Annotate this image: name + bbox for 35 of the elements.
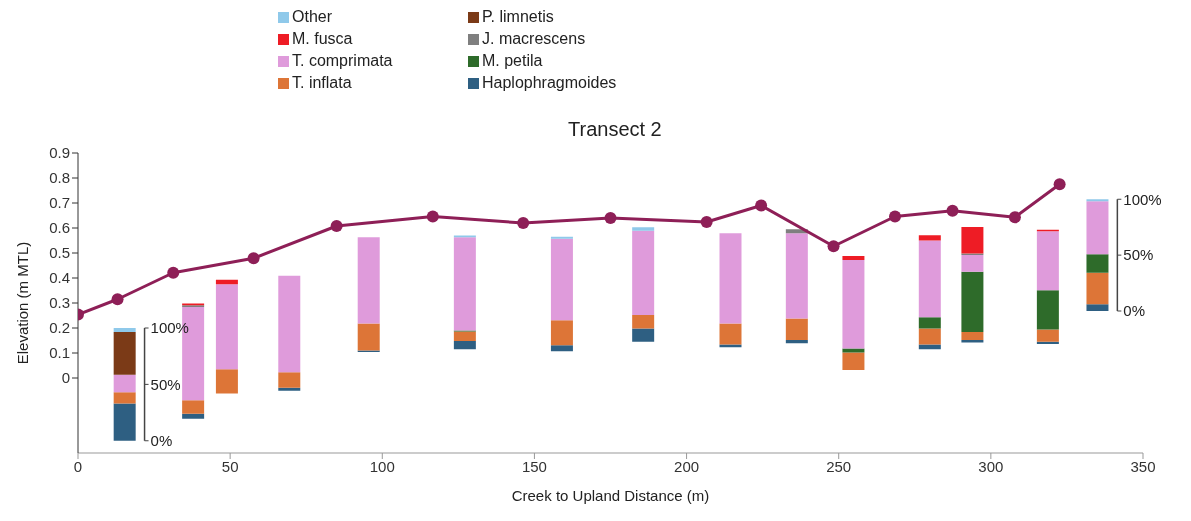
legend-label: Other <box>292 8 333 26</box>
annotation: 0% <box>150 432 173 449</box>
chart-title: Transect 2 <box>568 118 662 141</box>
annotation: 50% <box>1123 246 1154 264</box>
legend-label: T. comprimata <box>292 52 393 70</box>
x-tick-label: 250 <box>826 457 852 475</box>
legend-label: Haplophragmoides <box>482 74 617 92</box>
x-tick-label: 350 <box>1130 457 1156 475</box>
y-axis-title: Elevation (m MTL) <box>14 241 32 365</box>
x-tick-label: 100 <box>369 457 395 475</box>
y-tick-label: 0.3 <box>49 294 70 312</box>
legend-label: M. fusca <box>292 30 353 48</box>
y-tick-label: 0.8 <box>49 169 70 187</box>
y-tick-label: 0.6 <box>49 219 70 237</box>
y-tick-label: 0.5 <box>49 244 70 262</box>
x-tick-label: 200 <box>674 457 700 475</box>
legend-label: J. macrescens <box>482 30 586 48</box>
y-tick-label: 0.9 <box>49 144 70 162</box>
x-tick-label: 0 <box>73 457 83 475</box>
y-tick-label: 0 <box>61 369 70 387</box>
y-tick-label: 0.4 <box>49 269 70 287</box>
legend-label: P. limnetis <box>482 8 554 26</box>
legend-label: T. inflata <box>292 74 352 92</box>
annotation: 0% <box>1123 302 1146 320</box>
x-tick-label: 150 <box>521 457 547 475</box>
x-axis-title: Creek to Upland Distance (m) <box>511 487 710 504</box>
y-tick-label: 0.2 <box>49 319 70 337</box>
legend-label: M. petila <box>482 52 543 70</box>
x-tick-label: 300 <box>978 457 1004 475</box>
annotation: 100% <box>1123 190 1162 208</box>
annotation: 50% <box>150 375 181 393</box>
x-tick-label: 50 <box>221 457 239 475</box>
y-tick-label: 0.1 <box>49 344 70 362</box>
annotation: 100% <box>150 319 189 337</box>
y-tick-label: 0.7 <box>49 194 70 212</box>
